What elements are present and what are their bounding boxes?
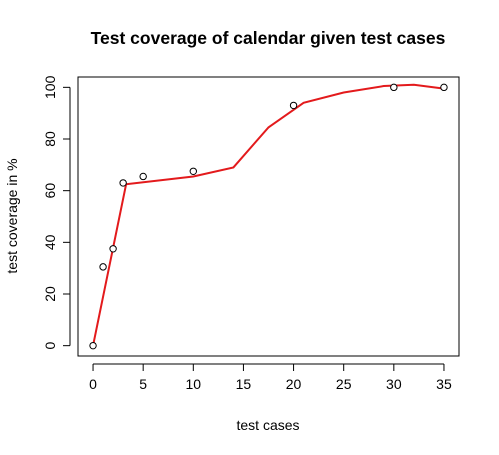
x-tick-label: 25 — [336, 376, 352, 392]
y-tick-label: 100 — [42, 75, 58, 99]
y-axis-title: test coverage in % — [4, 158, 20, 273]
data-point — [289, 101, 298, 110]
data-point — [139, 172, 147, 181]
y-tick-label: 40 — [42, 234, 58, 250]
data-point — [89, 341, 97, 350]
data-point — [119, 179, 127, 187]
y-tick-label: 20 — [42, 286, 58, 302]
data-point — [440, 83, 448, 92]
x-axis-title: test cases — [236, 417, 299, 433]
data-point — [189, 167, 198, 175]
y-axis: 0 20 40 60 80 100 — [42, 75, 71, 350]
x-tick-label: 20 — [286, 376, 302, 392]
x-tick-label: 30 — [386, 376, 402, 392]
chart-title: Test coverage of calendar given test cas… — [90, 28, 446, 48]
y-tick-label: 0 — [42, 342, 58, 350]
x-tick-label: 5 — [139, 376, 147, 392]
data-points — [89, 83, 448, 350]
plot-frame — [77, 76, 460, 357]
y-tick-label: 80 — [42, 131, 58, 147]
data-point — [99, 263, 107, 271]
fit-line-series — [92, 83, 445, 346]
x-tick-label: 10 — [186, 376, 202, 392]
data-point — [109, 245, 117, 253]
y-tick-label: 60 — [42, 183, 58, 199]
x-tick-label: 15 — [236, 376, 252, 392]
x-axis: 0 5 10 15 20 25 30 35 — [89, 363, 452, 392]
data-point — [390, 83, 398, 92]
x-tick-label: 0 — [89, 376, 97, 392]
x-tick-label: 35 — [436, 376, 452, 392]
